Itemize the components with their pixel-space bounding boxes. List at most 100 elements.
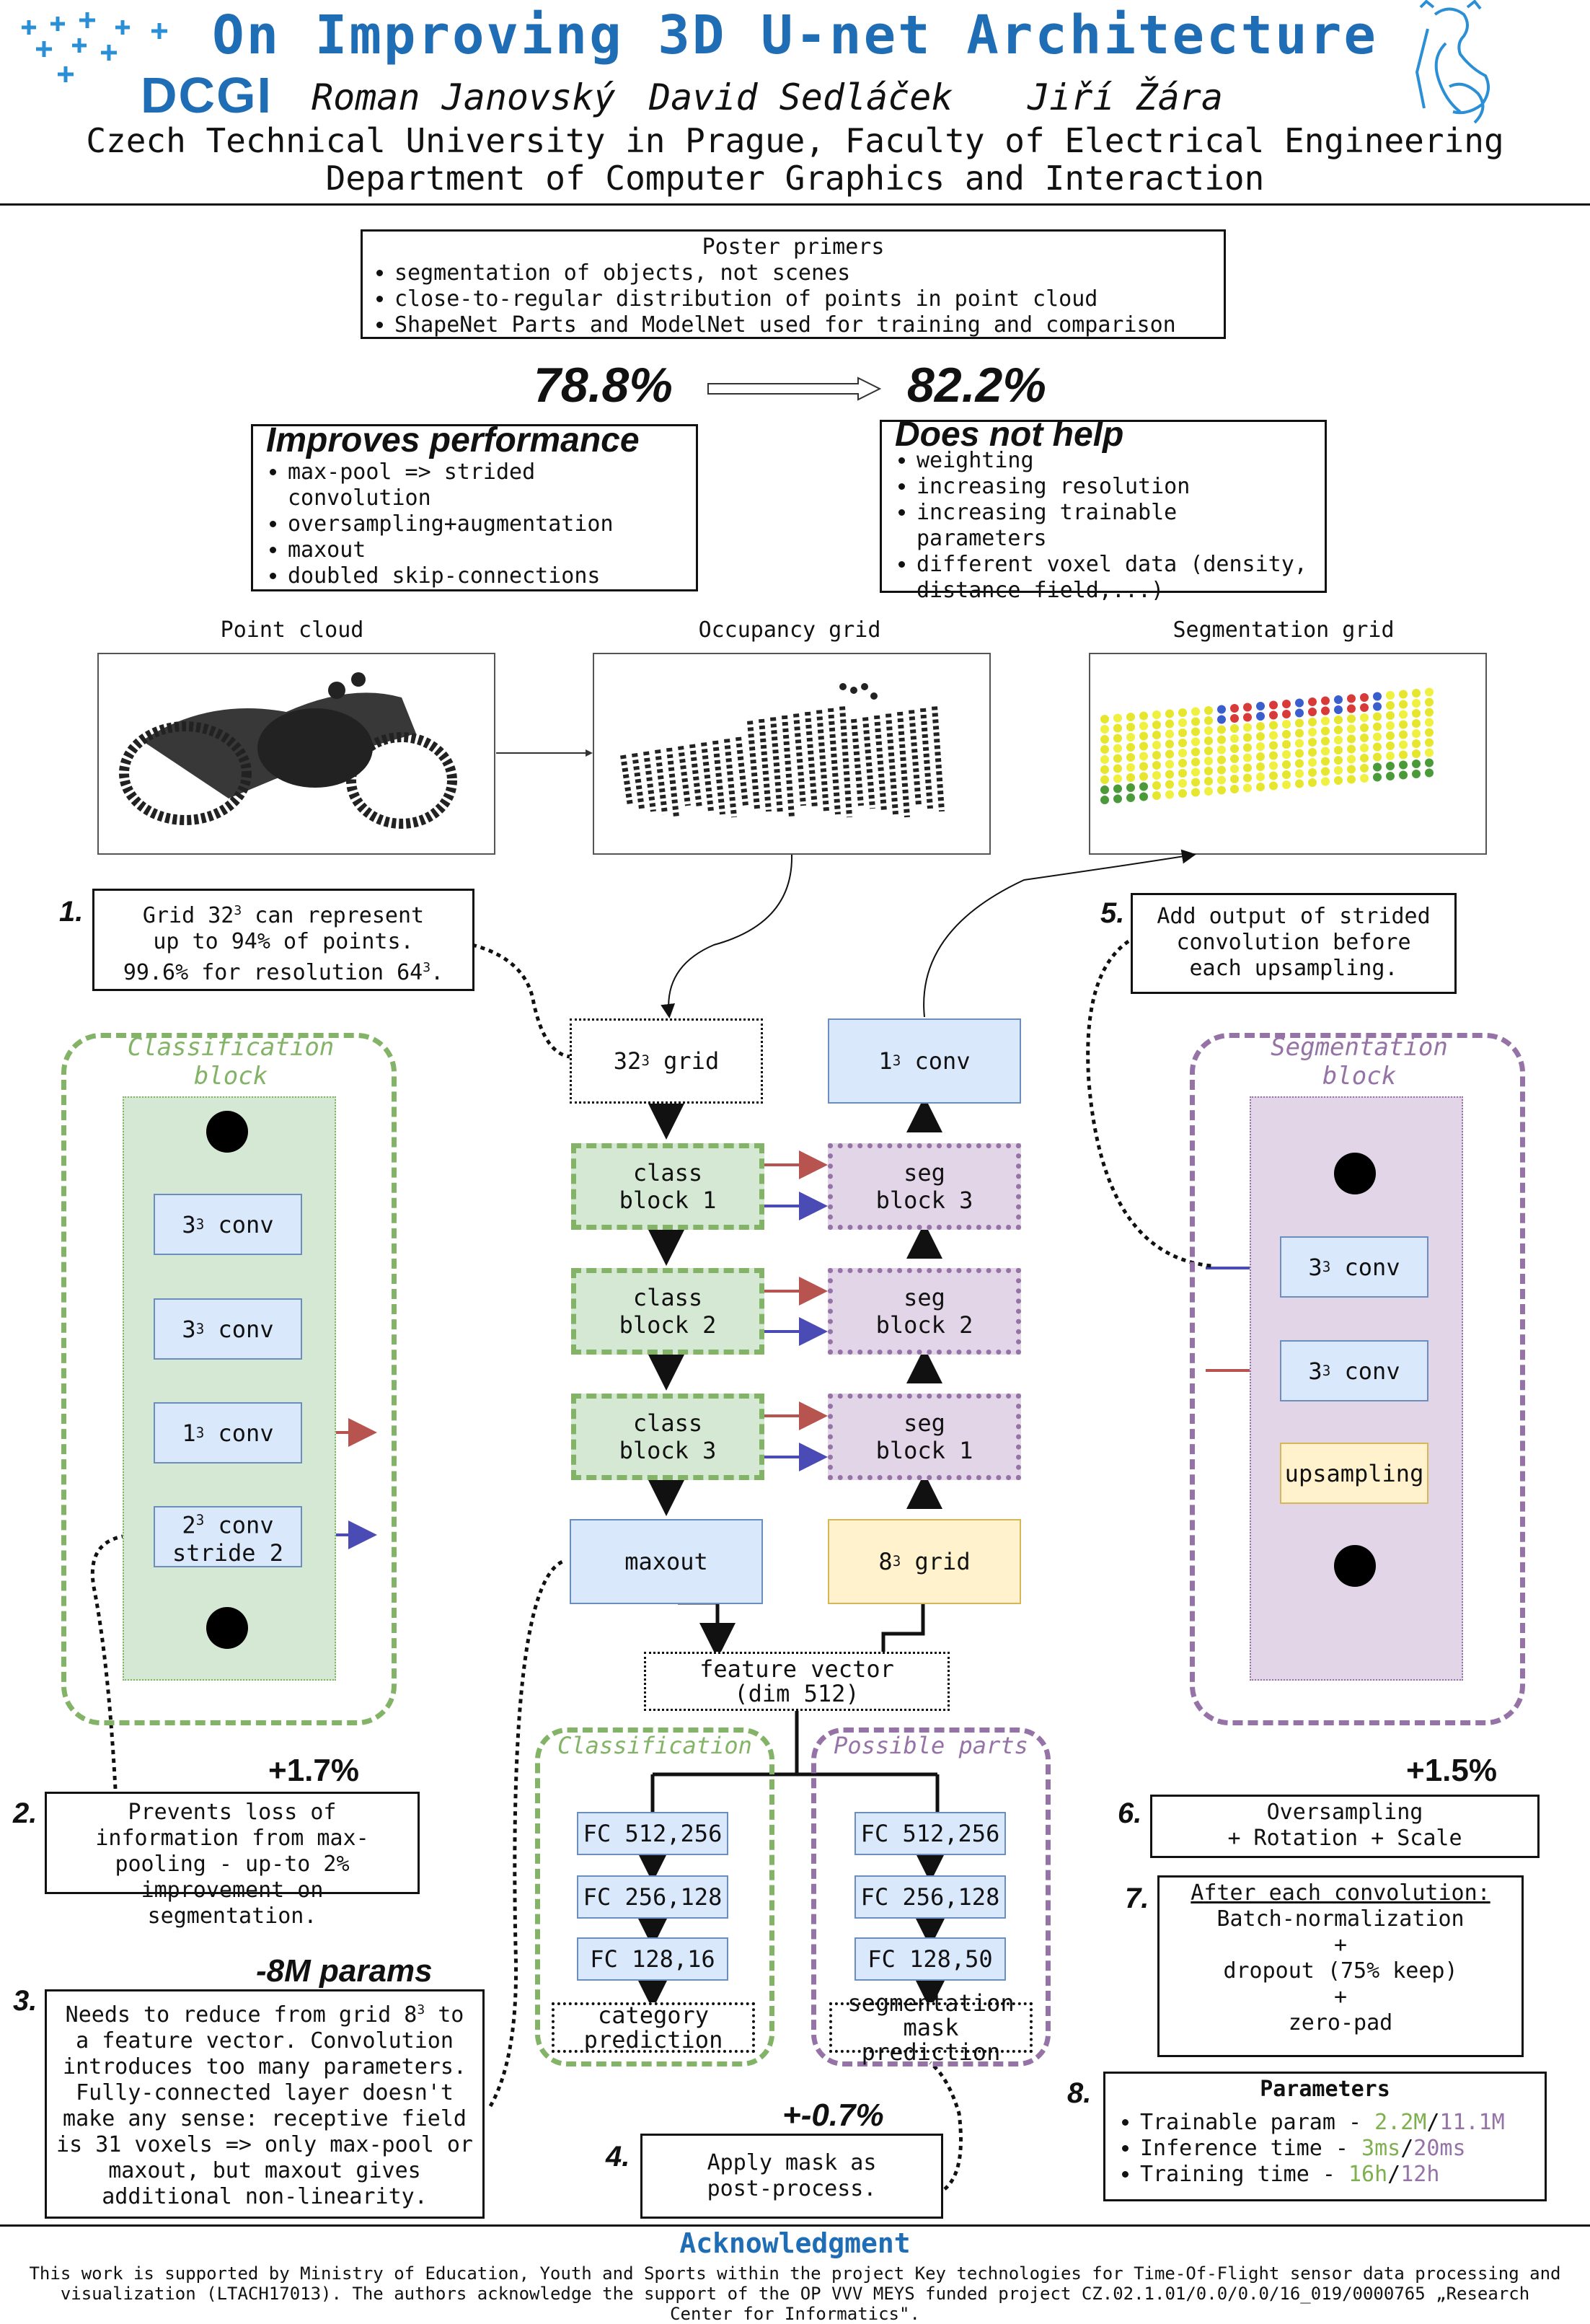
improves-box: Improves performance max-pool => strided…	[251, 421, 698, 591]
primers-title: Poster primers	[702, 234, 885, 260]
note-3-gain: -8M params	[256, 1953, 433, 1989]
classification-head-frame	[535, 1727, 774, 2066]
note-1-text: up to 94% of points.	[153, 929, 414, 954]
note-7-number: 7.	[1125, 1883, 1149, 1914]
affiliation-2: Department of Computer Graphics and Inte…	[325, 159, 1265, 198]
note-7: After each convolution: Batch-normalizat…	[1157, 1875, 1524, 2057]
primers-box: Poster primers segmentation of objects, …	[361, 229, 1226, 339]
author-1: Roman Janovský	[312, 76, 616, 118]
class-block-3: class block 3	[571, 1394, 764, 1480]
input-node	[1334, 1545, 1376, 1587]
not-help-title: Does not help	[895, 415, 1124, 454]
note-4: Apply mask as post-process.	[640, 2134, 943, 2219]
note-1-number: 1.	[59, 896, 84, 928]
note-5: Add output of strided convolution before…	[1131, 893, 1457, 994]
class-block-1: class block 1	[571, 1143, 764, 1230]
stars-logo	[7, 6, 195, 85]
improves-item: max-pool => strided convolution	[288, 459, 683, 511]
feature-vector-node: feature vector (dim 512)	[644, 1652, 950, 1711]
seg-block-3: seg block 3	[828, 1143, 1021, 1230]
parts-head-label: Possible parts	[834, 1732, 1028, 1759]
param-row: Training time - 16h/12h	[1140, 2162, 1532, 2188]
poster-title: On Improving 3D U-net Architecture	[212, 4, 1378, 66]
caption-point-cloud: Point cloud	[220, 617, 364, 643]
note-6-gain: +1.5%	[1406, 1753, 1497, 1788]
parameters-title: Parameters	[1260, 2077, 1390, 2102]
segmentation-block-frame	[1190, 1033, 1525, 1725]
cls-fc-1: FC 512,256	[577, 1812, 728, 1855]
caption-occupancy-grid: Occupancy grid	[698, 617, 881, 643]
maxout-node: maxout	[570, 1519, 763, 1604]
parts-fc-3: FC 128,50	[854, 1937, 1006, 1981]
dcgi-logo: DCGI	[141, 67, 273, 123]
param-row: Inference time - 3ms/20ms	[1140, 2136, 1532, 2162]
seg-block-2: seg block 2	[828, 1268, 1021, 1355]
improves-item: maxout	[288, 537, 683, 563]
pipeline-arrow	[496, 747, 594, 761]
note-4-number: 4.	[606, 2141, 630, 2173]
input-node	[206, 1111, 248, 1153]
classification-block-frame	[61, 1033, 397, 1725]
output-node	[1334, 1153, 1376, 1194]
improves-item: oversampling+augmentation	[288, 511, 683, 537]
occupancy-grid-image	[593, 653, 991, 855]
note-6: Oversampling + Rotation + Scale	[1150, 1795, 1540, 1858]
not-help-item: increasing trainable parameters	[917, 500, 1312, 552]
parts-fc-1: FC 512,256	[854, 1812, 1006, 1855]
primer-item: segmentation of objects, not scenes	[394, 260, 1214, 286]
seg-upsampling: upsampling	[1280, 1443, 1428, 1504]
segmentation-block-label: Segmentation block	[1271, 1033, 1448, 1091]
improves-title: Improves performance	[266, 421, 640, 459]
parameters-box: Parameters Trainable param - 2.2M/11.1M …	[1103, 2072, 1547, 2201]
affiliation-1: Czech Technical University in Prague, Fa…	[86, 121, 1504, 160]
category-prediction: category prediction	[552, 2002, 755, 2053]
classification-head-label: Classification	[557, 1732, 752, 1759]
result-arrow	[707, 377, 883, 404]
improves-item: doubled skip-connections	[288, 563, 683, 589]
note-3-number: 3.	[13, 1985, 37, 2017]
note-3: Needs to reduce from grid 83 to a featur…	[45, 1989, 485, 2219]
primer-item: close-to-regular distribution of points …	[394, 286, 1214, 312]
cls-fc-2: FC 256,128	[577, 1875, 728, 1919]
ack-title: Acknowledgment	[679, 2227, 911, 2259]
note-1-text: Grid 32	[142, 903, 234, 928]
not-help-item: increasing resolution	[917, 474, 1312, 500]
parts-fc-2: FC 256,128	[854, 1875, 1006, 1919]
point-cloud-image	[97, 653, 495, 855]
header-divider	[0, 203, 1590, 206]
note-8-number: 8.	[1067, 2077, 1092, 2109]
classification-block-label: Classification block	[127, 1033, 335, 1091]
not-help-box: Does not help weighting increasing resol…	[880, 415, 1327, 603]
mask-prediction: segmentation mask prediction	[829, 1991, 1033, 2064]
not-help-item: weighting	[917, 448, 1312, 474]
caption-segmentation-grid: Segmentation grid	[1172, 617, 1395, 643]
author-3: Jiří Žára	[1028, 76, 1223, 118]
ack-text: This work is supported by Ministry of Ed…	[29, 2263, 1561, 2324]
footer-divider	[0, 2224, 1590, 2227]
param-row: Trainable param - 2.2M/11.1M	[1140, 2110, 1532, 2136]
class-conv-strided: 23 conv stride 2	[154, 1506, 302, 1567]
parts-head-frame	[811, 1727, 1051, 2066]
note-6-number: 6.	[1118, 1797, 1142, 1829]
note-5-number: 5.	[1100, 897, 1125, 929]
grid-32-node: 32 3 grid	[570, 1018, 763, 1104]
result-after: 82.2%	[907, 358, 1046, 413]
primer-item: ShapeNet Parts and ModelNet used for tra…	[394, 312, 1214, 338]
result-before: 78.8%	[534, 358, 673, 413]
author-2: David Sedláček	[649, 76, 953, 118]
note-2-gain: +1.7%	[268, 1753, 359, 1788]
note-1: Grid 323 can represent up to 94% of poin…	[92, 889, 474, 991]
note-2: Prevents loss of information from max-po…	[45, 1792, 420, 1929]
seg-block-1: seg block 1	[828, 1394, 1021, 1480]
not-help-item: different voxel data (density, distance …	[917, 552, 1312, 604]
class-block-2: class block 2	[571, 1268, 764, 1355]
classification-block-body	[123, 1096, 336, 1681]
ctu-lion-logo	[1406, 0, 1507, 126]
